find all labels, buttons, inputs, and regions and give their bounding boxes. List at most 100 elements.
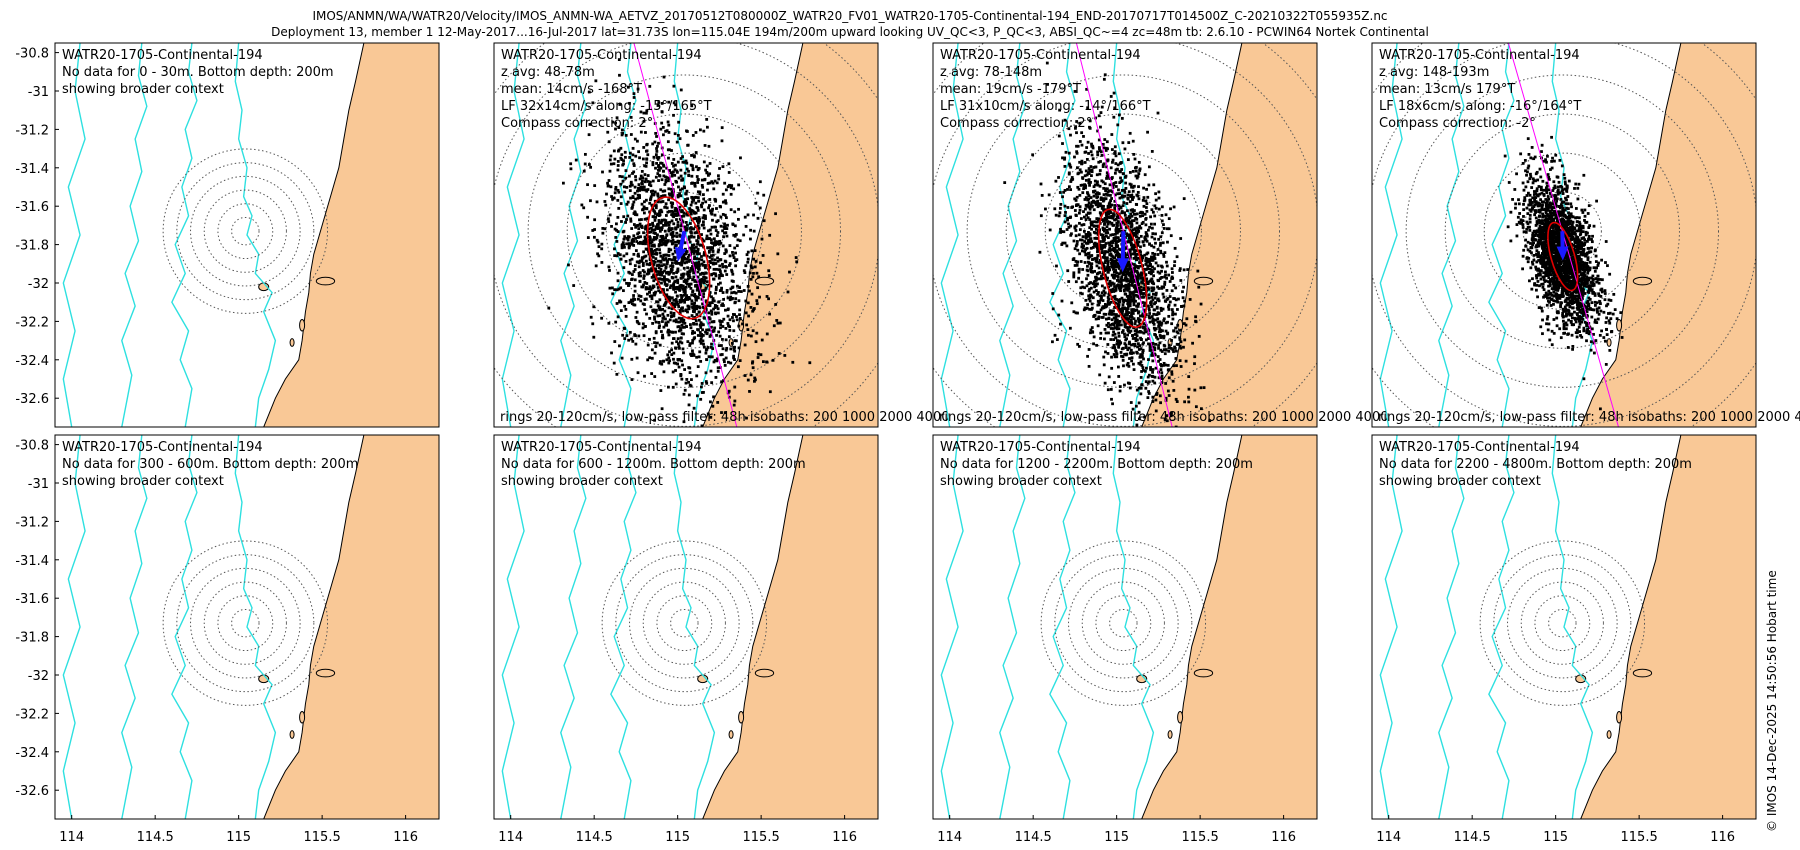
- scatter-point: [656, 200, 660, 204]
- scatter-point: [719, 272, 723, 276]
- scatter-point: [1094, 203, 1098, 207]
- scatter-point: [685, 227, 689, 230]
- scatter-point: [1139, 336, 1142, 340]
- scatter-point: [1132, 290, 1136, 294]
- scatter-point: [729, 295, 733, 299]
- scatter-point: [1150, 244, 1153, 248]
- scatter-point: [648, 356, 651, 360]
- scatter-point: [600, 316, 604, 320]
- scatter-point: [669, 267, 673, 271]
- scatter-point: [660, 281, 663, 285]
- land-polygon: [702, 43, 878, 427]
- scatter-point: [672, 234, 676, 238]
- scatter-point: [1143, 310, 1147, 313]
- scatter-point: [676, 362, 680, 366]
- scatter-point: [647, 241, 651, 245]
- scatter-point: [681, 274, 685, 278]
- scatter-point: [621, 179, 625, 183]
- scatter-point: [1131, 189, 1135, 193]
- scatter-point: [1122, 284, 1125, 288]
- scatter-point: [666, 221, 669, 225]
- scatter-point: [1074, 244, 1078, 248]
- scatter-point: [1168, 295, 1172, 298]
- scatter-point: [1087, 167, 1091, 170]
- scatter-point: [1074, 199, 1078, 202]
- scatter-point: [634, 197, 638, 201]
- scatter-point: [1106, 270, 1110, 274]
- scatter-point: [1094, 275, 1097, 279]
- scatter-point: [653, 317, 656, 321]
- scatter-point: [633, 289, 637, 293]
- scatter-point: [676, 225, 680, 229]
- scatter-point: [625, 334, 629, 338]
- scatter-point: [1137, 229, 1141, 233]
- scatter-point: [1159, 348, 1163, 352]
- scatter-point: [613, 157, 617, 161]
- scatter-point: [669, 187, 673, 191]
- scatter-point: [672, 311, 676, 315]
- scatter-point: [1159, 251, 1163, 255]
- scatter-point: [652, 336, 656, 340]
- scatter-point: [664, 179, 668, 182]
- scatter-point: [639, 110, 643, 114]
- scatter-point: [679, 374, 683, 378]
- scatter-point: [1537, 306, 1541, 310]
- scatter-point: [710, 241, 713, 244]
- scatter-point: [621, 131, 625, 135]
- scatter-point: [696, 242, 700, 246]
- scatter-point: [1129, 208, 1133, 212]
- scatter-point: [1138, 329, 1142, 333]
- scatter-point: [702, 289, 706, 292]
- scatter-point: [650, 356, 654, 360]
- scatter-point: [694, 305, 698, 309]
- scatter-point: [1522, 202, 1525, 206]
- scatter-point: [615, 254, 619, 258]
- scatter-point: [753, 379, 756, 383]
- scatter-point: [1126, 158, 1130, 162]
- scatter-point: [1142, 186, 1145, 190]
- scatter-point: [670, 314, 674, 318]
- scatter-point: [1142, 288, 1146, 291]
- scatter-point: [718, 239, 722, 243]
- scatter-point: [1191, 341, 1195, 345]
- scatter-point: [1130, 321, 1134, 325]
- scatter-point: [1135, 388, 1139, 392]
- scatter-point: [728, 254, 732, 258]
- scatter-point: [1123, 273, 1127, 277]
- scatter-point: [1581, 260, 1584, 264]
- scatter-point: [694, 231, 698, 234]
- scatter-point: [708, 162, 712, 165]
- scatter-point: [1127, 284, 1130, 288]
- scatter-point: [1136, 252, 1139, 256]
- scatter-point: [1106, 343, 1110, 346]
- scatter-point: [660, 228, 664, 231]
- scatter-point: [750, 266, 754, 270]
- scatter-point: [1139, 289, 1143, 292]
- scatter-point: [760, 338, 764, 342]
- scatter-point: [632, 170, 636, 174]
- scatter-point: [1163, 280, 1167, 284]
- scatter-point: [725, 227, 729, 230]
- scatter-point: [657, 227, 660, 230]
- scatter-point: [1140, 355, 1144, 359]
- scatter-point: [1141, 256, 1145, 260]
- scatter-point: [1141, 314, 1145, 318]
- scatter-point: [1084, 241, 1088, 245]
- scatter-point: [644, 238, 647, 242]
- scatter-point: [1149, 303, 1153, 307]
- scatter-point: [698, 252, 701, 256]
- scatter-point: [697, 199, 701, 203]
- scatter-point: [678, 340, 682, 344]
- scatter-point: [1137, 361, 1141, 365]
- scatter-point: [721, 262, 724, 266]
- scatter-point: [1125, 325, 1128, 329]
- scatter-point: [1110, 197, 1113, 200]
- scatter-point: [1095, 343, 1099, 347]
- scatter-point: [1120, 278, 1124, 282]
- scatter-point: [1117, 334, 1121, 338]
- scatter-point: [1096, 250, 1099, 254]
- scatter-point: [1107, 375, 1111, 379]
- scatter-point: [700, 178, 704, 182]
- scatter-point: [620, 153, 624, 157]
- scatter-point: [1583, 214, 1587, 218]
